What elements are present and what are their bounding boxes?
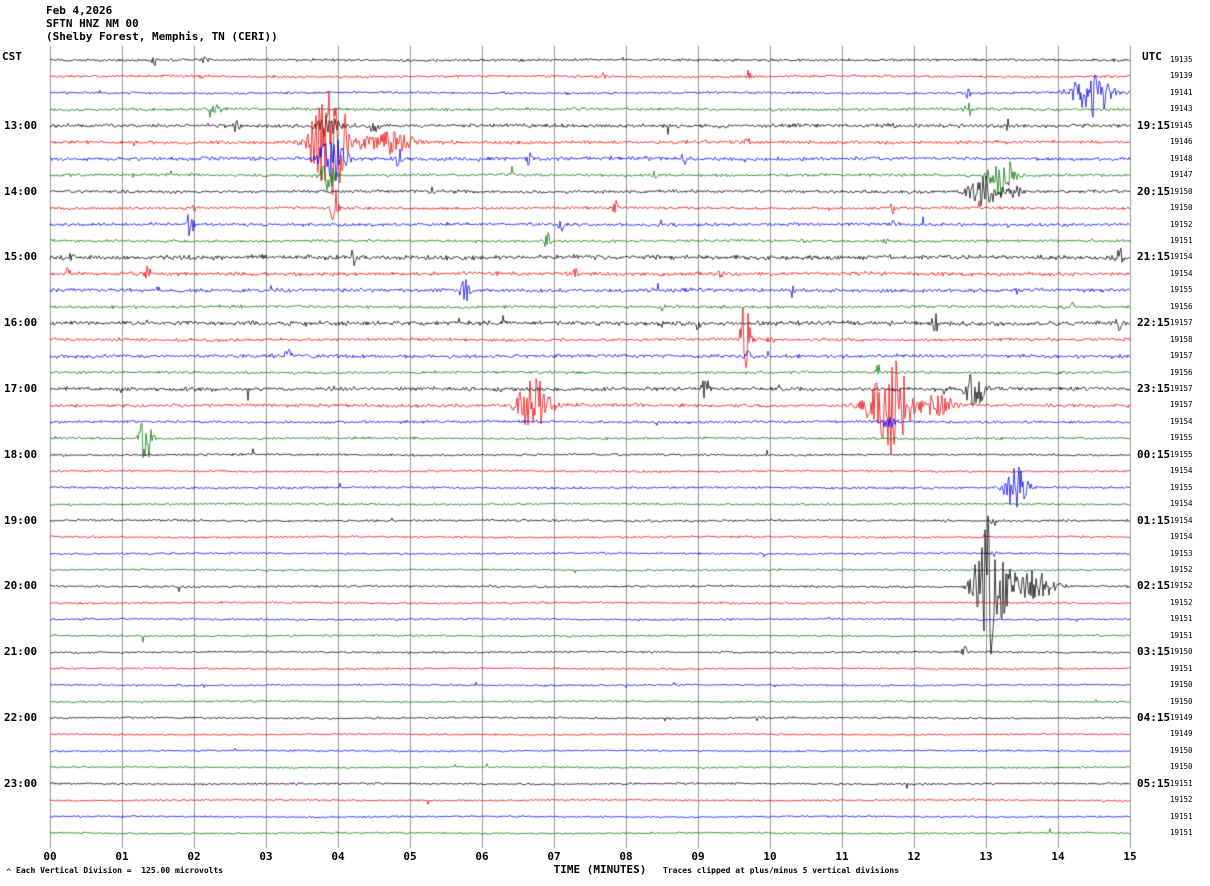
row-number-label: 19157	[1170, 400, 1193, 410]
x-tick-label: 15	[1123, 850, 1137, 863]
x-tick-label: 12	[907, 850, 921, 863]
right-hour-label: 19:15	[1137, 118, 1171, 132]
row-number-label: 19155	[1170, 482, 1193, 492]
row-number-label: 19157	[1170, 351, 1193, 361]
row-number-label: 19139	[1170, 71, 1193, 81]
row-number-label: 19151	[1170, 630, 1193, 640]
right-hour-label: 05:15	[1137, 776, 1171, 790]
row-number-label: 19152	[1170, 219, 1193, 229]
row-number-label: 19155	[1170, 285, 1193, 295]
left-hour-label: 19:00	[4, 513, 38, 527]
utc-axis-label: UTC	[1142, 50, 1162, 63]
row-number-label: 19152	[1170, 795, 1193, 805]
left-hour-label: 22:00	[4, 711, 38, 724]
x-tick-label: 02	[187, 850, 201, 863]
x-tick-label: 14	[1051, 850, 1065, 863]
right-hour-label: 03:15	[1137, 645, 1171, 659]
row-number-label: 19154	[1170, 416, 1193, 426]
row-number-label: 19150	[1170, 762, 1193, 772]
row-number-label: 19146	[1170, 137, 1193, 147]
row-number-label: 19151	[1170, 663, 1193, 673]
row-number-label: 19147	[1170, 170, 1193, 180]
row-number-label: 19154	[1170, 268, 1193, 278]
row-number-label: 19153	[1170, 548, 1193, 558]
row-number-label: 19151	[1170, 811, 1193, 821]
left-hour-label: 17:00	[4, 382, 38, 395]
row-number-label: 19152	[1170, 581, 1193, 591]
row-number-label: 19149	[1170, 713, 1193, 722]
row-number-label: 19151	[1170, 614, 1193, 624]
header-station: SFTN HNZ NM 00	[46, 17, 139, 30]
left-hour-label: 18:00	[4, 447, 38, 461]
x-tick-label: 03	[259, 850, 273, 863]
x-tick-label: 00	[43, 850, 57, 863]
row-number-label: 19155	[1170, 449, 1193, 459]
row-number-label: 19155	[1170, 433, 1193, 443]
row-number-label: 19151	[1170, 828, 1193, 838]
row-number-label: 19150	[1170, 203, 1193, 213]
row-number-label: 19149	[1170, 729, 1193, 739]
x-tick-label: 01	[115, 850, 129, 863]
row-number-label: 19148	[1170, 153, 1193, 163]
right-hour-label: 23:15	[1137, 382, 1171, 395]
right-hour-label: 01:15	[1137, 513, 1171, 527]
x-tick-label: 07	[547, 850, 561, 863]
right-hour-label: 02:15	[1137, 579, 1171, 593]
right-hour-label: 00:15	[1137, 447, 1171, 461]
header-date: Feb 4,2026	[46, 4, 113, 17]
row-number-label: 19154	[1170, 252, 1193, 262]
left-hour-label: 20:00	[4, 579, 38, 593]
x-tick-label: 08	[619, 850, 633, 863]
x-tick-label: 04	[331, 850, 345, 863]
row-number-label: 19158	[1170, 334, 1193, 344]
x-tick-label: 11	[835, 850, 849, 863]
x-axis-title: TIME (MINUTES)	[553, 863, 647, 876]
right-hour-label: 21:15	[1137, 250, 1171, 264]
x-tick-label: 09	[691, 850, 705, 863]
left-hour-label: 14:00	[4, 184, 38, 198]
row-number-label: 19152	[1170, 564, 1193, 574]
row-number-label: 19152	[1170, 597, 1193, 607]
footer-scale-note: Each Vertical Division = 125.00 microvol…	[16, 866, 224, 875]
header-location: (Shelby Forest, Memphis, TN (CERI))	[46, 30, 278, 43]
row-number-label: 19151	[1170, 778, 1193, 788]
row-number-label: 19157	[1170, 318, 1193, 328]
x-tick-label: 05	[403, 850, 417, 863]
row-number-label: 19150	[1170, 186, 1193, 196]
row-number-label: 19154	[1170, 515, 1193, 525]
x-tick-label: 13	[979, 850, 993, 863]
right-hour-label: 22:15	[1137, 316, 1171, 330]
row-number-label: 19154	[1170, 532, 1193, 542]
row-number-label: 19141	[1170, 87, 1193, 97]
row-number-label: 19150	[1170, 745, 1193, 755]
right-hour-label: 04:15	[1137, 711, 1171, 724]
left-hour-label: 23:00	[4, 776, 38, 790]
row-number-label: 19154	[1170, 466, 1193, 476]
left-hour-label: 15:00	[4, 250, 38, 264]
x-tick-label: 06	[475, 850, 489, 863]
row-number-label: 19150	[1170, 680, 1193, 690]
row-number-label: 19135	[1170, 55, 1193, 64]
left-hour-label: 13:00	[4, 118, 38, 132]
row-number-label: 19150	[1170, 696, 1193, 706]
right-hour-label: 20:15	[1137, 184, 1171, 198]
row-number-label: 19150	[1170, 647, 1193, 657]
left-hour-label: 21:00	[4, 645, 38, 659]
row-number-label: 19143	[1170, 104, 1193, 114]
row-number-label: 19151	[1170, 235, 1193, 245]
row-number-label: 19157	[1170, 384, 1193, 393]
left-hour-label: 16:00	[4, 316, 38, 330]
row-number-label: 19156	[1170, 367, 1193, 377]
x-tick-label: 10	[763, 850, 777, 863]
row-number-label: 19154	[1170, 499, 1193, 509]
corner-marker: ^	[6, 868, 12, 878]
footer-clip-note: Traces clipped at plus/minus 5 vertical …	[663, 866, 900, 875]
cst-axis-label: CST	[2, 50, 22, 63]
row-number-label: 19156	[1170, 301, 1193, 311]
row-number-label: 19145	[1170, 120, 1193, 130]
